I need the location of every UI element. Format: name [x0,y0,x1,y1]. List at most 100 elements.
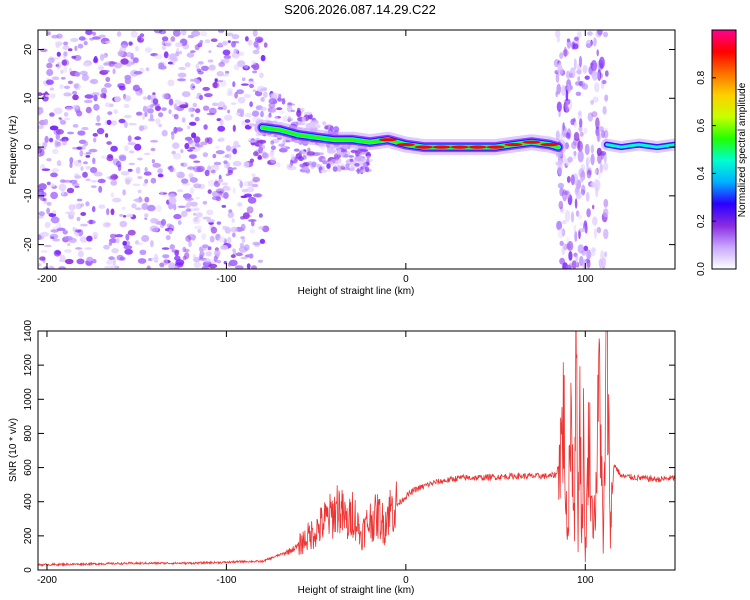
noise-blob [580,176,584,183]
noise-blob [559,209,566,214]
noise-blob [187,149,194,152]
noise-blob [143,96,148,100]
noise-blob [566,240,574,252]
noise-blob [310,121,320,128]
noise-blob [144,213,149,218]
noise-blob [276,107,283,111]
noise-blob [211,196,221,201]
colorbar-label: Normalized spectral amplitude [737,82,748,217]
noise-blob [577,140,583,153]
noise-blob [131,203,137,209]
noise-blob [570,211,575,223]
noise-blob [155,105,162,111]
noise-blob [80,223,88,227]
noise-blob [232,160,242,167]
noise-blob [125,233,130,241]
noise-blob [239,242,244,248]
noise-blob [566,176,571,183]
noise-blob [263,91,268,98]
noise-blob [176,189,184,193]
noise-blob [225,173,230,177]
ridge-core [414,145,433,149]
noise-blob [139,33,145,38]
x-tick-label: -100 [216,575,236,586]
noise-blob [187,107,193,113]
noise-blob [598,166,601,179]
noise-blob [593,178,600,191]
noise-blob [194,207,200,212]
noise-blob [67,131,75,135]
noise-blob [583,245,589,252]
noise-blob [185,235,192,242]
noise-blob [234,265,244,269]
noise-blob [326,163,331,169]
noise-blob [232,124,236,132]
noise-blob [190,113,194,118]
noise-blob [123,103,130,109]
noise-blob [579,228,586,233]
noise-blob [210,169,216,174]
noise-blob [210,164,220,172]
noise-blob [366,158,373,162]
noise-blob [228,209,233,213]
noise-blob [566,235,570,244]
noise-blob [151,227,159,233]
noise-blob [301,116,306,122]
noise-blob [602,208,609,218]
noise-blob [193,165,202,173]
noise-blob [60,69,64,74]
noise-blob [202,105,210,111]
noise-blob [69,179,78,184]
noise-blob [232,148,237,155]
noise-blob [223,58,230,64]
noise-blob [200,141,208,146]
noise-blob [93,94,98,102]
noise-blob [306,161,313,166]
noise-blob [194,225,203,230]
noise-blob [586,249,592,260]
noise-blob [181,178,189,184]
noise-blob [290,153,295,161]
noise-blob [258,213,263,218]
noise-blob [103,244,110,250]
noise-blob [38,107,44,115]
noise-blob [206,219,215,223]
noise-blob [260,54,266,62]
noise-blob [83,141,89,147]
noise-blob [128,122,137,126]
noise-blob [573,150,577,160]
noise-blob [168,98,174,106]
noise-blob [49,87,55,91]
noise-blob [218,178,222,184]
noise-blob [227,236,232,244]
noise-blob [564,190,571,199]
noise-blob [581,83,589,90]
noise-blob [118,118,126,124]
noise-blob [67,80,73,85]
noise-blob [149,113,154,121]
noise-blob [62,179,72,183]
noise-blob [577,150,584,163]
noise-blob [127,141,136,146]
noise-blob [216,80,224,83]
noise-blob [173,126,178,134]
noise-blob [596,226,602,234]
noise-blob [55,133,60,140]
noise-blob [132,57,139,64]
ridge-core [468,145,487,149]
noise-blob [50,216,60,224]
noise-blob [195,196,200,200]
noise-blob [64,235,73,241]
y-tick-label: -20 [23,237,34,252]
noise-blob [120,58,129,65]
noise-blob [138,125,144,132]
noise-blob [584,143,590,156]
noise-blob [172,142,180,149]
noise-blob [154,54,164,60]
noise-blob [184,62,191,68]
noise-blob [228,259,238,267]
noise-blob [189,146,196,150]
noise-blob [108,256,115,261]
noise-blob [267,159,277,165]
noise-blob [85,30,93,36]
